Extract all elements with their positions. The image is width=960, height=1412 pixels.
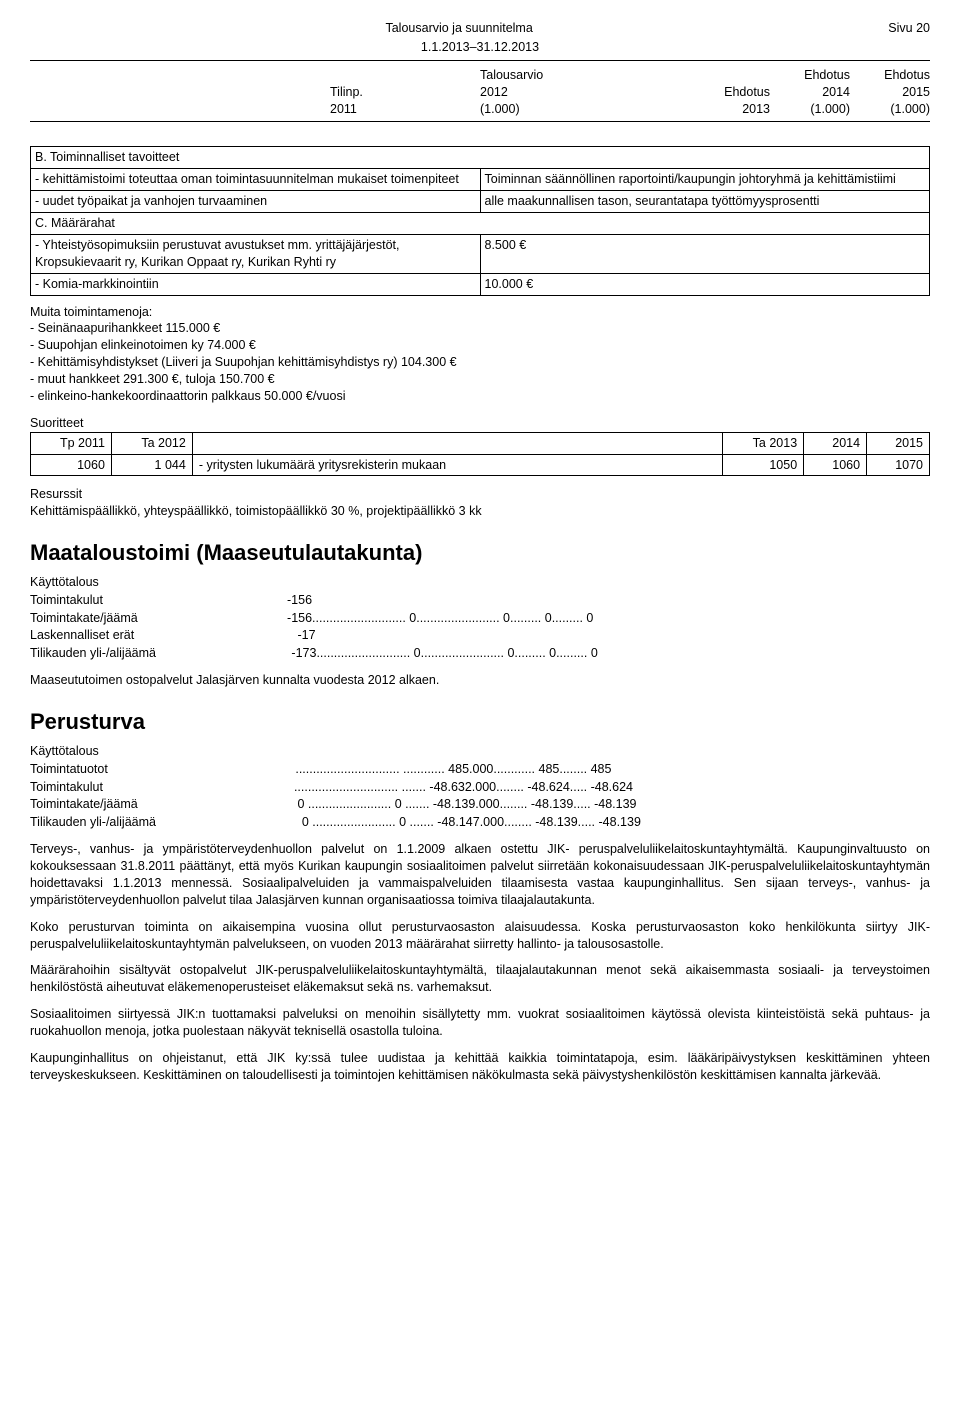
other-expenses-item: - Kehittämisyhdistykset (Liiveri ja Suup… bbox=[30, 354, 930, 371]
obj-c-1-right: 8.500 € bbox=[480, 234, 930, 273]
resources-title: Resurssit bbox=[30, 486, 930, 503]
doc-title-2: 1.1.2013–31.12.2013 bbox=[30, 39, 930, 56]
obj-c-1-left: - Yhteistyösopimuksiin perustuvat avustu… bbox=[31, 234, 481, 273]
finance-line: Tilikauden yli-/alijäämä 0 .............… bbox=[30, 814, 930, 831]
section-c-header: C. Määrärahat bbox=[31, 213, 930, 235]
other-expenses-item: - Seinänaapurihankkeet 115.000 € bbox=[30, 320, 930, 337]
obj-c-2-right: 10.000 € bbox=[480, 273, 930, 295]
maatalous-note: Maaseututoimen ostopalvelut Jalasjärven … bbox=[30, 672, 930, 689]
other-expenses: Muita toimintamenoja: - Seinänaapurihank… bbox=[30, 304, 930, 405]
finance-line: Toimintatuotot .........................… bbox=[30, 761, 930, 778]
column-header-row-2: Tilinp. 2012 Ehdotus 2014 2015 bbox=[30, 84, 930, 101]
finance-line: Tilikauden yli-/alijäämä -173...........… bbox=[30, 645, 930, 662]
obj-b-1-right: Toiminnan säännöllinen raportointi/kaupu… bbox=[480, 169, 930, 191]
paragraph: Määrärahoihin sisältyvät ostopalvelut JI… bbox=[30, 962, 930, 996]
doc-title-1: Talousarvio ja suunnitelma bbox=[385, 21, 532, 35]
obj-b-2-left: - uudet työpaikat ja vanhojen turvaamine… bbox=[31, 191, 481, 213]
kt-label: Käyttötalous bbox=[30, 574, 930, 591]
paragraph: Kaupunginhallitus on ohjeistanut, että J… bbox=[30, 1050, 930, 1084]
finance-line: Toimintakate/jäämä 0 ...................… bbox=[30, 796, 930, 813]
page-number: Sivu 20 bbox=[888, 20, 930, 37]
paragraph: Sosiaalitoimen siirtyessä JIK:n tuottama… bbox=[30, 1006, 930, 1040]
paragraph: Koko perusturvan toiminta on aikaisempin… bbox=[30, 919, 930, 953]
objectives-table: B. Toiminnalliset tavoitteet - kehittämi… bbox=[30, 146, 930, 295]
section-b-header: B. Toiminnalliset tavoitteet bbox=[31, 147, 930, 169]
finance-line: Laskennalliset erät -17 bbox=[30, 627, 930, 644]
finance-line: Toimintakulut ..........................… bbox=[30, 779, 930, 796]
paragraph: Terveys-, vanhus- ja ympäristöterveydenh… bbox=[30, 841, 930, 909]
obj-b-1-left: - kehittämistoimi toteuttaa oman toimint… bbox=[31, 169, 481, 191]
column-header-row-1: Talousarvio Ehdotus Ehdotus bbox=[30, 67, 930, 84]
finance-line: Toimintakate/jäämä -156.................… bbox=[30, 610, 930, 627]
other-expenses-item: - muut hankkeet 291.300 €, tuloja 150.70… bbox=[30, 371, 930, 388]
finance-line: Toimintakulut -156 bbox=[30, 592, 930, 609]
page-header: Talousarvio ja suunnitelma Sivu 20 1.1.2… bbox=[30, 20, 930, 122]
column-header-row-3: 2011 (1.000) 2013 (1.000) (1.000) bbox=[30, 101, 930, 118]
section-perusturva-title: Perusturva bbox=[30, 707, 930, 737]
other-expenses-title: Muita toimintamenoja: bbox=[30, 304, 930, 321]
kt-label: Käyttötalous bbox=[30, 743, 930, 760]
other-expenses-item: - Suupohjan elinkeinotoimen ky 74.000 € bbox=[30, 337, 930, 354]
resources-text: Kehittämispäällikkö, yhteyspäällikkö, to… bbox=[30, 503, 930, 520]
outputs-table: Tp 2011 Ta 2012 Ta 2013 2014 2015 1060 1… bbox=[30, 432, 930, 477]
outputs-title: Suoritteet bbox=[30, 415, 930, 432]
section-maatalous-title: Maataloustoimi (Maaseutulautakunta) bbox=[30, 538, 930, 568]
other-expenses-item: - elinkeino-hankekoordinaattorin palkkau… bbox=[30, 388, 930, 405]
obj-b-2-right: alle maakunnallisen tason, seurantatapa … bbox=[480, 191, 930, 213]
obj-c-2-left: - Komia-markkinointiin bbox=[31, 273, 481, 295]
